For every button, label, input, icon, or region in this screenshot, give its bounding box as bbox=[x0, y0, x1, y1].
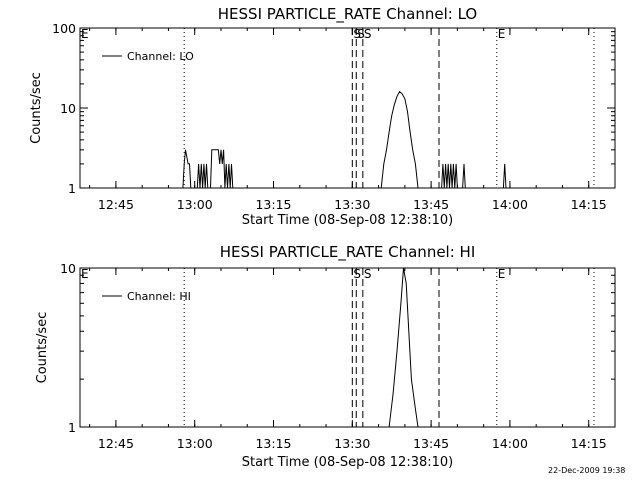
panel-2-x-tick-label: 14:15 bbox=[571, 436, 607, 451]
panel-2-marker-label: S bbox=[364, 267, 372, 281]
panel-1-x-tick-label: 12:45 bbox=[98, 197, 134, 212]
panel-2-y-axis-label: Counts/sec bbox=[35, 312, 50, 384]
panel-2-x-tick-label: 14:00 bbox=[492, 436, 528, 451]
panel-1-x-tick-label: 13:15 bbox=[255, 197, 291, 212]
panel-1-y-tick-label: 10 bbox=[60, 101, 76, 116]
panel-2-x-tick-label: 12:45 bbox=[98, 436, 134, 451]
panel-2-x-tick-label: 13:00 bbox=[177, 436, 213, 451]
panel-1-x-tick-label: 13:30 bbox=[334, 197, 370, 212]
panel-1-marker-label: S bbox=[357, 27, 365, 41]
panel-2-x-axis-label: Start Time (08-Sep-08 12:38:10) bbox=[242, 455, 453, 470]
panel-1-marker-label: E bbox=[498, 27, 506, 41]
panel-2-y-tick-label: 1 bbox=[68, 420, 76, 435]
panel-1-y-tick-label: 1 bbox=[68, 181, 76, 196]
panel-2-legend-label: Channel: HI bbox=[127, 290, 191, 303]
panel-2-x-tick-label: 13:45 bbox=[413, 436, 449, 451]
panel-1-x-axis-label: Start Time (08-Sep-08 12:38:10) bbox=[242, 213, 453, 228]
panel-1-marker-label: S bbox=[364, 27, 372, 41]
panel-2-marker-label: E bbox=[498, 267, 506, 281]
panel-1-legend-label: Channel: LO bbox=[127, 50, 194, 63]
panel-1-x-tick-label: 14:00 bbox=[492, 197, 528, 212]
panel-2-chart-title: HESSI PARTICLE_RATE Channel: HI bbox=[220, 243, 476, 262]
panel-1-y-axis-label: Counts/sec bbox=[29, 72, 44, 144]
panel-2-x-tick-label: 13:30 bbox=[334, 436, 370, 451]
panel-2-corner-label: E bbox=[81, 267, 89, 281]
panel-2-series-line bbox=[388, 267, 419, 428]
panel-1-corner-label: E bbox=[81, 27, 89, 41]
panel-1-y-tick-label: 100 bbox=[52, 21, 76, 36]
panel-2-marker-label: S bbox=[353, 267, 361, 281]
panel-2-y-tick-label: 10 bbox=[60, 261, 76, 276]
panel-1-series-line bbox=[182, 90, 507, 189]
panel-1-chart-title: HESSI PARTICLE_RATE Channel: LO bbox=[218, 5, 477, 24]
panel-2-plot-frame bbox=[79, 267, 616, 428]
panel-1-x-tick-label: 14:15 bbox=[571, 197, 607, 212]
panel-1-x-tick-label: 13:00 bbox=[177, 197, 213, 212]
panel-2-x-tick-label: 13:15 bbox=[255, 436, 291, 451]
panel-1-x-tick-label: 13:45 bbox=[413, 197, 449, 212]
panel-1-marker-label: S bbox=[353, 27, 361, 41]
footer-timestamp: 22-Dec-2009 19:38 bbox=[548, 466, 626, 475]
